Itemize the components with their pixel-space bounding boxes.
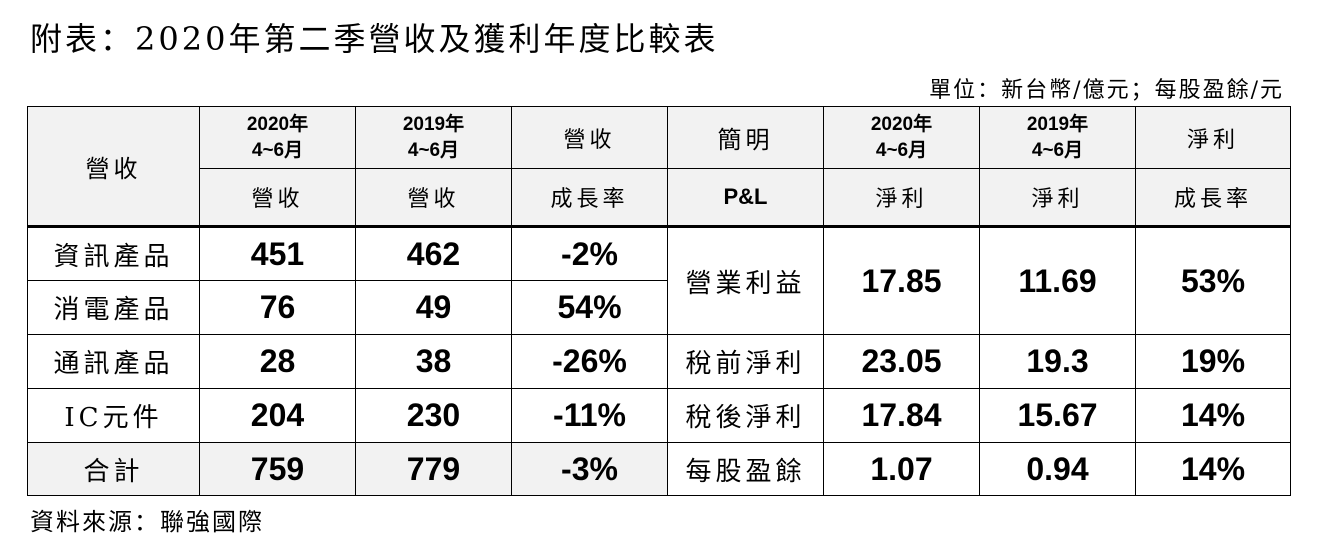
unit-note: 單位：新台幣/億元；每股盈餘/元 xyxy=(929,78,1284,103)
row-label: 合計 xyxy=(27,442,200,496)
pl-label: 每股盈餘 xyxy=(667,442,824,496)
net-2019: 19.3 xyxy=(979,334,1136,389)
revenue-2020: 759 xyxy=(199,442,356,496)
header-row-2: 營收 營收 成長率 P&L 淨利 淨利 成長率 xyxy=(27,168,1291,227)
net-growth: 14% xyxy=(1135,388,1291,443)
header-year: 2019年 xyxy=(402,113,465,135)
header-net-growth-top: 淨利 xyxy=(1135,106,1291,169)
net-growth: 53% xyxy=(1135,225,1291,335)
header-brief: 簡明 xyxy=(667,106,824,169)
revenue-2019: 779 xyxy=(355,442,512,496)
row-label: 通訊產品 xyxy=(27,334,200,389)
header-months: 4~6月 xyxy=(251,139,304,161)
net-growth: 14% xyxy=(1135,442,1291,496)
net-2020: 23.05 xyxy=(823,334,980,389)
header-2019-net-period: 2019年 4~6月 xyxy=(979,106,1136,169)
table-row: 通訊產品 28 38 -26% 稅前淨利 23.05 19.3 19% xyxy=(27,334,1291,389)
net-2019: 0.94 xyxy=(979,442,1136,496)
revenue-growth: -11% xyxy=(511,388,668,443)
table-row: IC元件 204 230 -11% 稅後淨利 17.84 15.67 14% xyxy=(27,388,1291,443)
sub-growth-rate: 成長率 xyxy=(511,168,668,227)
source-note: 資料來源：聯強國際 xyxy=(30,508,264,536)
pl-label: 營業利益 xyxy=(667,225,824,335)
sub-revenue-2019: 營收 xyxy=(355,168,512,227)
revenue-2019: 38 xyxy=(355,334,512,389)
header-revenue: 營收 xyxy=(27,106,200,227)
header-year: 2020年 xyxy=(246,113,309,135)
header-months: 4~6月 xyxy=(875,139,928,161)
header-2020-net-period: 2020年 4~6月 xyxy=(823,106,980,169)
net-2020: 1.07 xyxy=(823,442,980,496)
table-row: 資訊產品 451 462 -2% 營業利益 17.85 11.69 53% xyxy=(27,225,1291,335)
revenue-2019: 49 xyxy=(355,280,512,335)
revenue-2020: 28 xyxy=(199,334,356,389)
header-months: 4~6月 xyxy=(1031,139,1084,161)
table-row-total: 合計 759 779 -3% 每股盈餘 1.07 0.94 14% xyxy=(27,442,1291,496)
revenue-growth: -3% xyxy=(511,442,668,496)
sub-net-2019: 淨利 xyxy=(979,168,1136,227)
header-2020-revenue-period: 2020年 4~6月 xyxy=(199,106,356,169)
page-title: 附表：2020年第二季營收及獲利年度比較表 xyxy=(30,20,719,58)
net-2020: 17.84 xyxy=(823,388,980,443)
revenue-growth: 54% xyxy=(511,280,668,335)
row-label: 消電產品 xyxy=(27,280,200,335)
header-2019-revenue-period: 2019年 4~6月 xyxy=(355,106,512,169)
revenue-growth: -26% xyxy=(511,334,668,389)
header-revenue-growth-top: 營收 xyxy=(511,106,668,169)
comparison-table: 營收 2020年 4~6月 2019年 4~6月 營收 簡明 2020年 4~6… xyxy=(27,106,1291,496)
sub-growth-rate-2: 成長率 xyxy=(1135,168,1291,227)
sub-revenue-2020: 營收 xyxy=(199,168,356,227)
net-2020: 17.85 xyxy=(823,225,980,335)
header-months: 4~6月 xyxy=(407,139,460,161)
pl-label: 稅後淨利 xyxy=(667,388,824,443)
revenue-2020: 76 xyxy=(199,280,356,335)
net-growth: 19% xyxy=(1135,334,1291,389)
revenue-2020: 451 xyxy=(199,225,356,281)
pl-label: 稅前淨利 xyxy=(667,334,824,389)
net-2019: 15.67 xyxy=(979,388,1136,443)
sub-net-2020: 淨利 xyxy=(823,168,980,227)
net-2019: 11.69 xyxy=(979,225,1136,335)
header-row-1: 營收 2020年 4~6月 2019年 4~6月 營收 簡明 2020年 4~6… xyxy=(27,106,1291,227)
revenue-2019: 230 xyxy=(355,388,512,443)
revenue-2020: 204 xyxy=(199,388,356,443)
sub-pl: P&L xyxy=(667,168,824,227)
revenue-growth: -2% xyxy=(511,225,668,281)
row-label: 資訊產品 xyxy=(27,225,200,281)
row-label: IC元件 xyxy=(27,388,200,443)
header-year: 2019年 xyxy=(1026,113,1089,135)
header-year: 2020年 xyxy=(870,113,933,135)
revenue-2019: 462 xyxy=(355,225,512,281)
